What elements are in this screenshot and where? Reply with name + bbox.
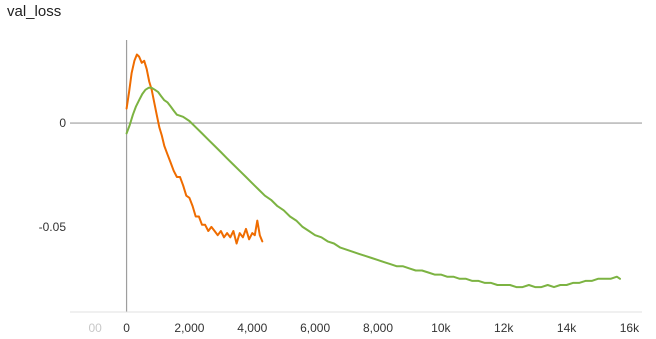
x-tick-label-5: 8,000 [363, 321, 393, 335]
y-tick-label-0: 0 [59, 116, 66, 130]
x-tick-label-9: 16k [620, 321, 640, 335]
x-tick-label-2: 2,000 [174, 321, 204, 335]
x-tick-label-8: 14k [557, 321, 577, 335]
series-line-1 [125, 86, 621, 289]
y-tick-label-1: -0.05 [39, 220, 67, 234]
x-tick-label-4: 6,000 [300, 321, 330, 335]
tick-labels: 0002,0004,0006,0008,00010k12k14k16k10-0.… [39, 116, 640, 335]
chart-title: val_loss [7, 3, 62, 20]
x-tick-label-3: 4,000 [237, 321, 267, 335]
series-line-0 [125, 53, 264, 245]
series-layer [125, 53, 621, 289]
x-tick-label-7: 12k [494, 321, 514, 335]
x-tick-label-0: 00 [88, 321, 102, 335]
axes [70, 40, 642, 313]
x-tick-label-6: 10k [431, 321, 451, 335]
x-tick-label-1: 0 [123, 321, 130, 335]
